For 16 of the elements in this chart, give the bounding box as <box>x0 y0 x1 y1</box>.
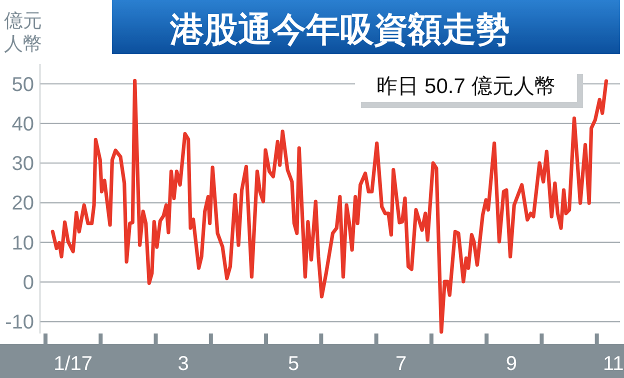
x-tick-label: 5 <box>288 353 300 375</box>
x-tick-label: 1/17 <box>54 353 93 375</box>
y-tick-label: 30 <box>12 153 34 176</box>
y-tick-label: 50 <box>12 74 34 96</box>
y-tick-label: 0 <box>22 272 34 294</box>
x-tick-label: 11 <box>603 353 624 375</box>
x-tick-label: 9 <box>506 353 517 375</box>
y-tick-label: 20 <box>12 192 34 215</box>
y-axis-title: 億元人幣 <box>4 11 42 55</box>
annotation: 昨日 50.7 億元人幣 <box>376 75 556 98</box>
y-tick-label: 40 <box>12 113 34 136</box>
y-tick-label: -10 <box>5 312 34 334</box>
x-tick-label: 7 <box>396 353 407 375</box>
x-tick-label: 3 <box>178 353 189 375</box>
y-tick-label: 10 <box>12 232 34 254</box>
chart-title: 港股通今年吸資額走勢 <box>169 11 510 49</box>
